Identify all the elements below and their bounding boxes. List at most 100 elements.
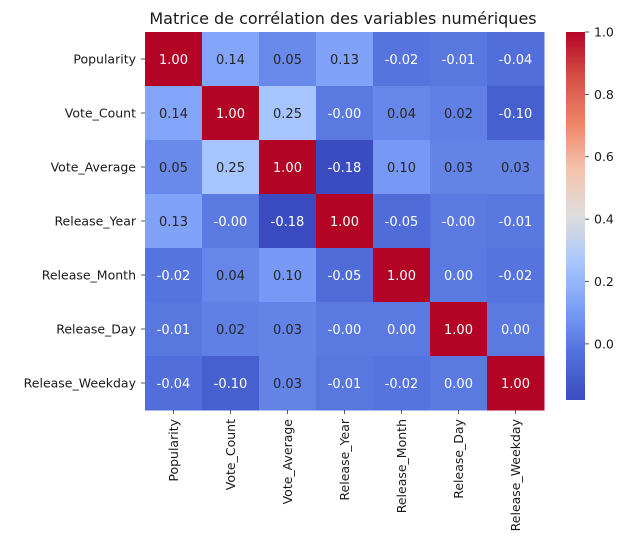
colorbar-tick-label: 0.6 [594,149,614,164]
cell-value-label: -0.18 [328,161,362,176]
heatmap-cell [430,32,488,87]
cell-value-label: -0.04 [499,53,533,68]
cell-value-label: 0.25 [273,107,302,122]
x-tick-label: Release_Day [451,418,466,498]
cell-value-label: -0.02 [157,269,191,284]
heatmap-cell [202,248,260,303]
heatmap-cell [259,356,317,411]
cell-value-label: 1.00 [444,323,473,338]
cell-value-label: -0.10 [499,107,533,122]
heatmap-cell [316,302,374,357]
cell-value-label: -0.00 [328,323,362,338]
colorbar-tick-label: 0.4 [594,212,614,227]
heatmap-cell [430,356,488,411]
y-tick-labels: Popularity Vote_Count Vote_Average Release_… [24,52,145,391]
heatmap-cell [430,86,488,141]
cell-value-label: 0.14 [216,53,245,68]
heatmap-cell [373,248,431,303]
heatmap-cell [259,140,317,195]
heatmap-cell [316,194,374,249]
y-tick-label: Vote_Count [65,106,136,121]
heatmap-cell [202,86,260,141]
heatmap-cells: 1.00 0.14 0.05 0.13 -0.02 -0.01 -0.04 0.14 1.00 0… [145,32,545,411]
x-tick-labels: Popularity Vote_Count Vote_Average Release_… [166,410,523,531]
cell-value-label: 0.10 [387,161,416,176]
cell-value-label: -0.00 [214,215,248,230]
cell-value-label: 1.00 [216,107,245,122]
heatmap-cell [487,140,545,195]
cell-value-label: -0.01 [442,53,476,68]
cell-value-label: 0.00 [444,377,473,392]
heatmap-cell [373,86,431,141]
cell-value-label: 0.25 [216,161,245,176]
cell-value-label: 0.13 [330,53,359,68]
heatmap-cell [145,86,203,141]
heatmap-cell [430,248,488,303]
cell-value-label: 0.05 [273,53,302,68]
heatmap-cell [373,302,431,357]
heatmap-cell [202,302,260,357]
chart-title: Matrice de corrélation des variables num… [149,9,536,28]
cell-value-label: -0.02 [385,377,419,392]
cell-value-label: -0.01 [157,323,191,338]
heatmap-cell [145,140,203,195]
y-tick-label: Release_Month [42,268,136,283]
cell-value-label: -0.01 [328,377,362,392]
heatmap-cell [430,194,488,249]
x-tick-label: Release_Year [337,418,352,500]
colorbar-tick-label: 0.0 [594,336,614,351]
heatmap-cell [202,32,260,87]
heatmap-cell [487,194,545,249]
y-tick-label: Release_Day [56,322,136,337]
heatmap-cell [487,356,545,411]
cell-value-label: 1.00 [387,269,416,284]
cell-value-label: -0.04 [157,377,191,392]
cell-value-label: 0.00 [444,269,473,284]
heatmap-cell [316,86,374,141]
cell-value-label: -0.18 [271,215,305,230]
cell-value-label: 0.04 [387,107,416,122]
colorbar: 0.0 0.2 0.4 0.6 0.8 1.0 [566,25,614,400]
heatmap-cell [316,140,374,195]
cell-value-label: 0.03 [273,323,302,338]
cell-value-label: -0.05 [385,215,419,230]
x-tick-label: Vote_Count [223,419,238,490]
heatmap-cell [487,32,545,87]
heatmap-cell [145,32,203,87]
cell-value-label: 0.03 [444,161,473,176]
heatmap-cell [373,32,431,87]
cell-value-label: 0.00 [387,323,416,338]
cell-value-label: 0.03 [273,377,302,392]
x-tick-label: Release_Month [394,419,409,513]
x-tick-label: Release_Weekday [508,418,523,531]
cell-value-label: 1.00 [501,377,530,392]
heatmap-cell [202,356,260,411]
cell-value-label: -0.05 [328,269,362,284]
colorbar-tick-label: 0.2 [594,274,614,289]
heatmap-cell [259,194,317,249]
heatmap-cell [430,302,488,357]
y-tick-label: Vote_Average [51,160,137,175]
heatmap-cell [316,32,374,87]
cell-value-label: -0.00 [442,215,476,230]
cell-value-label: 0.10 [273,269,302,284]
cell-value-label: -0.02 [385,53,419,68]
cell-value-label: 1.00 [330,215,359,230]
heatmap-cell [259,302,317,357]
cell-value-label: 0.03 [501,161,530,176]
heatmap-cell [145,194,203,249]
heatmap-cell [430,140,488,195]
heatmap-cell [316,356,374,411]
heatmap-cell [487,248,545,303]
heatmap-cell [373,140,431,195]
x-tick-label: Vote_Average [280,419,295,505]
heatmap-cell [373,194,431,249]
heatmap-cell [316,248,374,303]
y-tick-label: Release_Year [54,214,136,229]
heatmap-cell [487,86,545,141]
cell-value-label: 0.02 [216,323,245,338]
heatmap-cell [259,32,317,87]
heatmap-cell [145,248,203,303]
heatmap-cell [373,356,431,411]
